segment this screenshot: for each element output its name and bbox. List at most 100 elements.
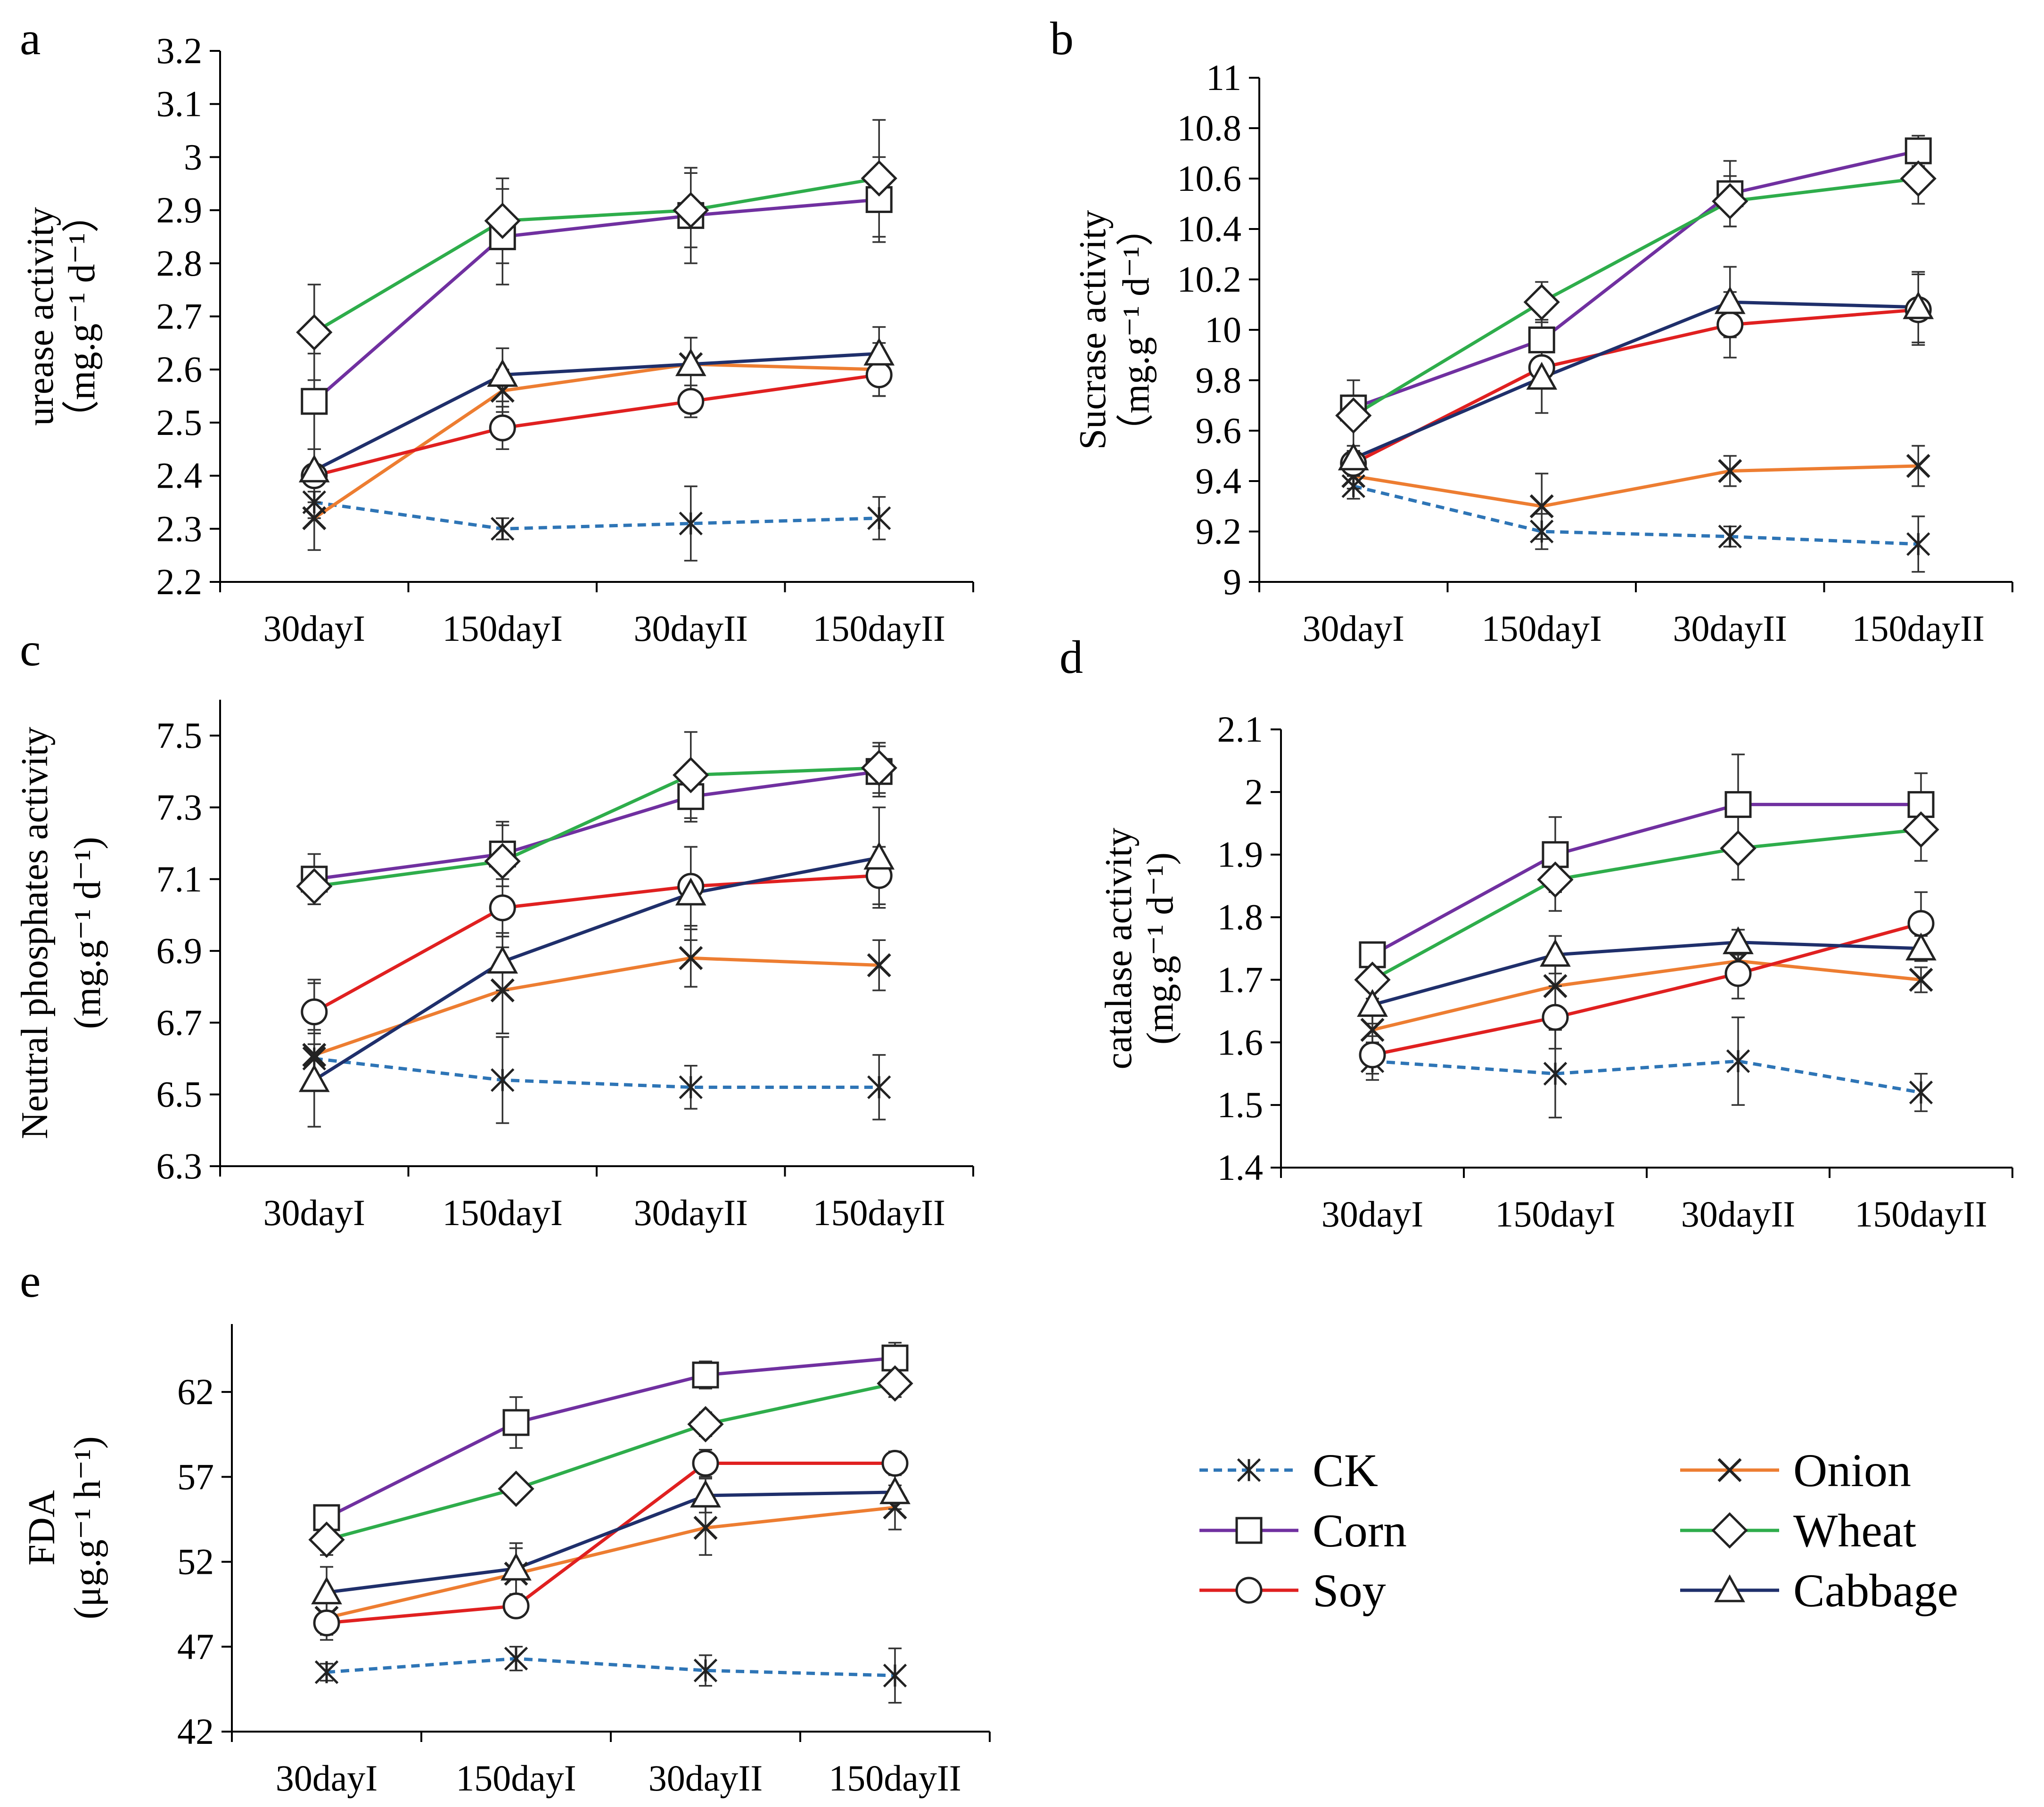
legend-marker <box>1714 1574 1745 1603</box>
y-axis-label: FDA <box>21 1490 63 1565</box>
data-point <box>504 1646 528 1671</box>
legend-item-cabbage: Cabbage <box>1680 1564 1958 1617</box>
data-point <box>867 953 891 978</box>
data-point <box>1903 291 1934 319</box>
markers-cabbage <box>1357 926 1937 1017</box>
data-point <box>302 1043 327 1067</box>
series-corn <box>1346 135 1925 422</box>
markers-onion <box>302 352 891 531</box>
legend: CK Onion Corn Wheat Soy Cabbage <box>1199 1444 1958 1617</box>
data-point <box>1712 183 1748 220</box>
data-point <box>883 1663 907 1688</box>
y-tick-label: 9 <box>1223 561 1241 602</box>
series-line <box>1371 828 1921 981</box>
y-tick-label: 1.6 <box>1217 1022 1264 1063</box>
data-point <box>502 1409 530 1436</box>
data-point <box>502 1592 530 1619</box>
data-point <box>1523 284 1560 320</box>
y-tick-label: 2.5 <box>156 402 203 443</box>
data-point <box>1909 1080 1933 1104</box>
legend-marker <box>1717 1458 1742 1482</box>
x-tick-label: 30dayII <box>633 608 748 649</box>
data-point <box>491 1068 515 1092</box>
series-corn <box>307 156 886 450</box>
series-line <box>313 373 879 477</box>
y-tick-label: 1.4 <box>1217 1147 1264 1188</box>
y-tick-label: 7.1 <box>156 859 203 899</box>
legend-label: CK <box>1313 1444 1378 1496</box>
markers-soy <box>1359 910 1935 1069</box>
y-tick-label: 1.9 <box>1217 834 1264 875</box>
data-point <box>679 946 703 970</box>
panel-letter: d <box>1059 631 1083 683</box>
y-tick-label: 2.7 <box>156 296 203 337</box>
markers-cabbage <box>311 1476 911 1604</box>
chart-panel-a: a 2.2 2.3 2.4 2.5 2.6 2.7 2.8 2.9 3 3.1 3.2 30dayI 15… <box>20 12 974 649</box>
y-axis-unit-label: (mg.g⁻¹ d⁻¹) <box>1140 852 1181 1045</box>
y-tick-label: 10 <box>1205 309 1241 350</box>
x-tick-label: 30dayI <box>276 1758 378 1799</box>
data-point <box>1543 1062 1568 1086</box>
data-point <box>1909 967 1933 992</box>
data-point <box>313 1609 340 1636</box>
markers-ck <box>1360 1049 1933 1104</box>
data-point <box>501 1553 532 1581</box>
markers-ck <box>302 490 891 541</box>
y-axis-unit-label: （mg.g⁻¹ d⁻¹） <box>61 195 103 438</box>
legend-label: Corn <box>1313 1504 1407 1557</box>
y-tick-label: 3.1 <box>156 83 203 124</box>
series-line <box>313 956 879 1057</box>
data-point <box>296 868 333 905</box>
legend-item-onion: Onion <box>1680 1444 1911 1496</box>
markers-soy <box>301 361 893 490</box>
data-point <box>1724 960 1752 987</box>
markers-onion <box>302 946 891 1067</box>
series-line <box>313 177 879 334</box>
y-tick-label: 2.9 <box>156 189 203 230</box>
x-tick-label: 30dayII <box>648 1758 763 1799</box>
data-point <box>693 1515 718 1540</box>
data-point <box>675 348 706 376</box>
data-point <box>301 388 328 415</box>
y-tick-label: 62 <box>177 1371 214 1412</box>
legend-marker <box>1711 1512 1748 1549</box>
series-corn <box>320 1341 902 1529</box>
x-tick-label: 150dayI <box>456 1758 576 1799</box>
y-tick-label: 1.5 <box>1217 1084 1264 1125</box>
y-tick-label: 3.2 <box>156 30 203 71</box>
markers-corn <box>313 1344 909 1531</box>
data-point <box>1714 286 1746 314</box>
y-tick-label: 2.6 <box>156 349 203 390</box>
y-tick-label: 2.4 <box>156 455 203 496</box>
data-point <box>298 1064 330 1092</box>
y-tick-label: 2 <box>1245 771 1263 812</box>
x-tick-label: 30dayI <box>1322 1194 1424 1235</box>
data-point <box>1526 361 1558 390</box>
x-tick-label: 150dayI <box>442 608 563 649</box>
x-tick-label: 150dayII <box>829 1758 961 1799</box>
chart-panel-e: e 42 47 52 57 62 30dayI 150dayI 30dayII 150dayII F… <box>20 1255 991 1799</box>
data-point <box>1905 932 1937 961</box>
data-point <box>865 361 893 388</box>
series-line <box>313 362 879 520</box>
series-line <box>326 1356 895 1520</box>
markers-corn <box>1340 137 1932 422</box>
y-tick-label: 9.2 <box>1196 511 1242 552</box>
data-point <box>308 1521 345 1558</box>
data-point <box>490 978 515 1003</box>
data-point <box>487 359 518 387</box>
legend-item-corn: Corn <box>1199 1504 1407 1557</box>
y-axis-unit-label: （mg.g⁻¹ d⁻¹） <box>1116 209 1157 451</box>
data-point <box>311 1576 342 1604</box>
series-line <box>326 1657 895 1677</box>
markers-cabbage <box>1338 286 1934 471</box>
series-line <box>313 198 879 403</box>
y-tick-label: 2.1 <box>1217 709 1264 750</box>
data-point <box>881 1450 909 1477</box>
x-tick-label: 150dayII <box>813 608 945 649</box>
series-line <box>314 769 879 881</box>
data-point <box>498 1470 534 1507</box>
markers-wheat <box>1354 811 1939 998</box>
data-point <box>484 203 521 239</box>
legend-marker <box>1235 1517 1263 1544</box>
